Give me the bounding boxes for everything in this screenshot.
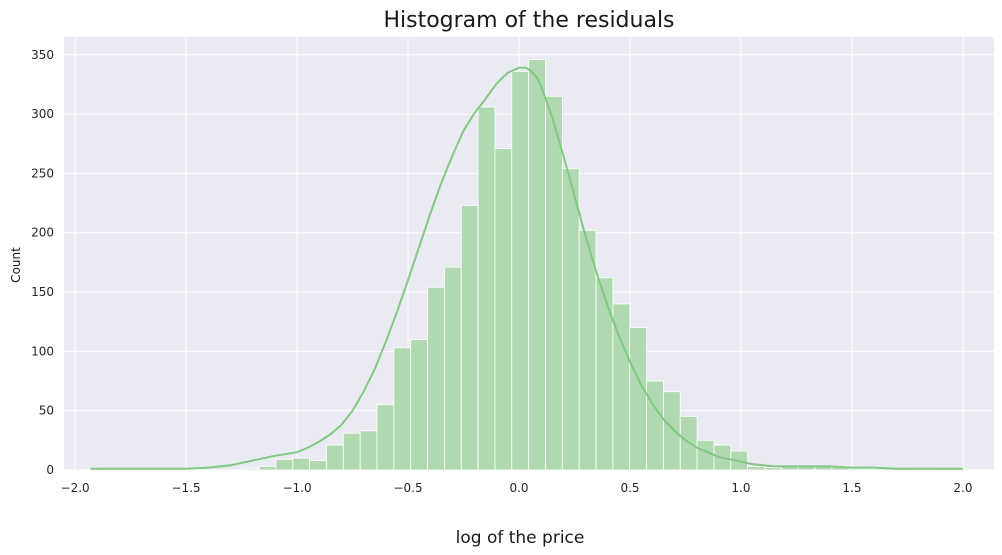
histogram-bars: [90, 59, 968, 471]
histogram-bar: [427, 286, 445, 471]
histogram-bar: [258, 466, 277, 471]
histogram-bar: [629, 327, 647, 471]
histogram-bar: [511, 71, 530, 471]
histogram-bar: [764, 467, 782, 471]
histogram-bar: [865, 468, 883, 471]
histogram-bar: [696, 439, 715, 471]
histogram-bar: [410, 339, 428, 471]
y-tick-label: 250: [31, 166, 54, 180]
y-tick-label: 150: [31, 285, 54, 299]
histogram-bar: [359, 430, 378, 471]
x-tick-label: 0.5: [620, 481, 639, 495]
histogram-bar: [393, 347, 412, 471]
x-tick-label: −2.0: [61, 481, 90, 495]
histogram-bar: [848, 468, 866, 471]
histogram-bar: [561, 168, 580, 471]
y-axis-label: Count: [9, 247, 23, 283]
x-tick-labels: −2.0 −1.5 −1.0 −0.5 0.0 0.5 1.0 1.5 2.0: [61, 481, 973, 495]
x-tick-label: 0.0: [509, 481, 528, 495]
histogram-bar: [494, 148, 513, 471]
x-tick-label: 1.0: [731, 481, 750, 495]
kde-curve: [90, 66, 963, 470]
y-tick-label: 100: [31, 344, 54, 358]
x-tick-label: 1.5: [842, 481, 861, 495]
x-tick-label: 2.0: [953, 481, 972, 495]
histogram-bar: [528, 59, 546, 471]
histogram-bar: [309, 460, 327, 471]
histogram-bar: [342, 432, 361, 471]
y-tick-label: 350: [31, 48, 54, 62]
histogram-bar: [545, 95, 563, 471]
y-tick-label: 300: [31, 107, 54, 121]
y-tick-label: 200: [31, 226, 54, 240]
histogram-bar: [241, 468, 260, 471]
histogram-bar: [578, 229, 597, 471]
y-tick-label: 50: [39, 404, 54, 418]
histogram-bar: [646, 380, 664, 471]
x-tick-label: −1.0: [282, 481, 311, 495]
histogram-bar: [460, 205, 479, 471]
x-axis-label: log of the price: [456, 528, 585, 548]
histogram-bar: [326, 444, 344, 471]
y-tick-label: 0: [46, 463, 54, 477]
chart-title: Histogram of the residuals: [383, 8, 674, 33]
x-tick-label: −0.5: [393, 481, 422, 495]
y-tick-labels: 0 50 100 150 200 250 300 350: [31, 48, 54, 477]
histogram-bar: [444, 266, 462, 471]
histogram-bar: [595, 277, 614, 471]
histogram-bar: [275, 458, 294, 471]
histogram-bar: [747, 466, 765, 471]
histogram-bar: [477, 106, 496, 471]
x-tick-label: −1.5: [172, 481, 201, 495]
histogram-bar: [376, 404, 395, 471]
histogram-bar: [663, 391, 681, 471]
histogram-bar: [292, 457, 311, 471]
